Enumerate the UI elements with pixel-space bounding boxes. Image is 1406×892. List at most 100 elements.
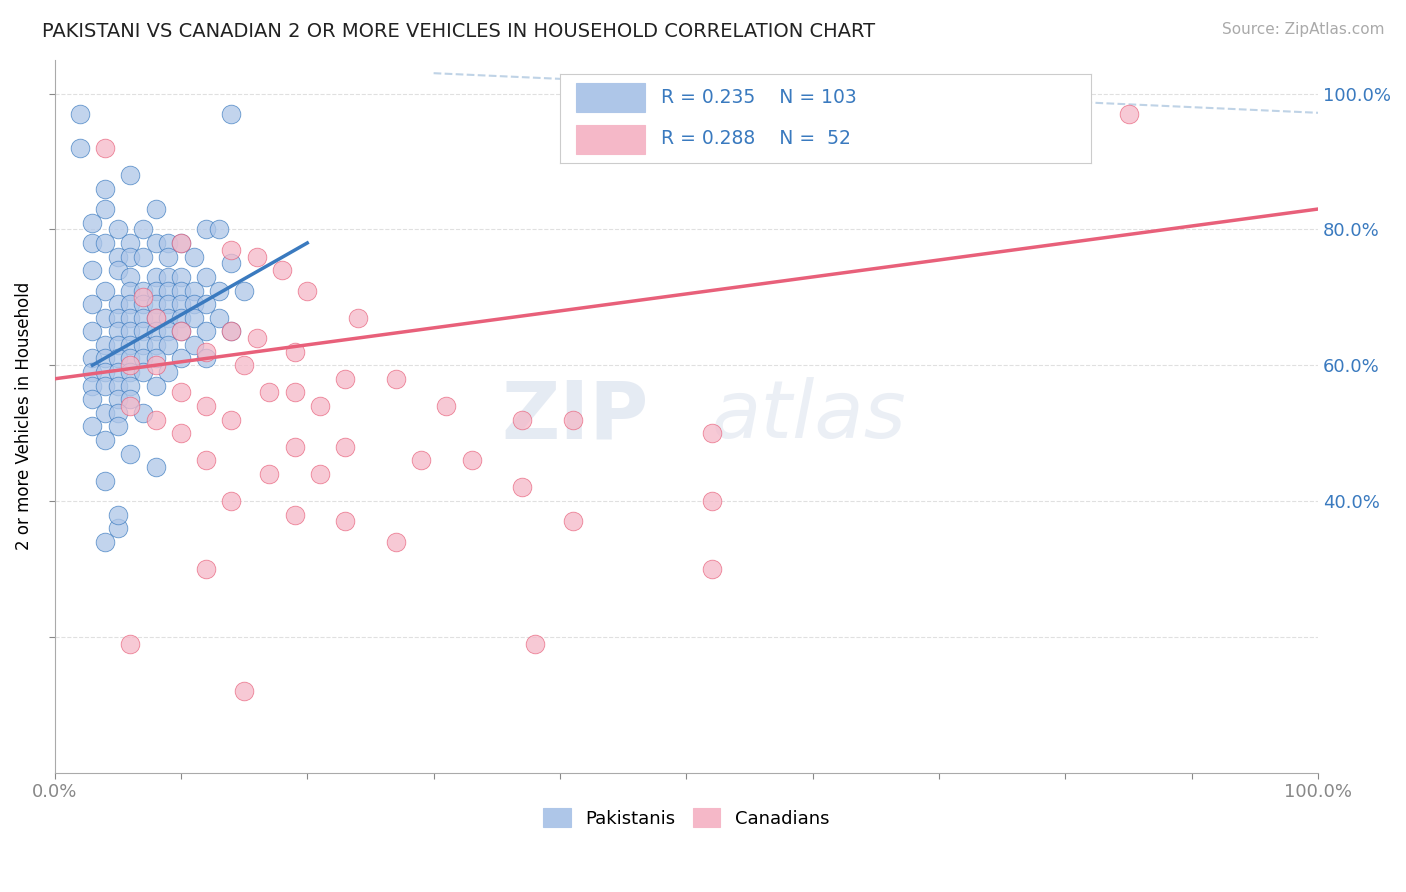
Point: [195, 222, 218, 236]
Point: [170, 269, 193, 284]
Point: [246, 250, 269, 264]
Point: [221, 324, 243, 338]
Legend: Pakistanis, Canadians: Pakistanis, Canadians: [536, 801, 837, 835]
Point: [183, 338, 205, 352]
Point: [132, 250, 155, 264]
Point: [82, 235, 104, 250]
Point: [145, 412, 167, 426]
Point: [94, 474, 117, 488]
Point: [221, 243, 243, 257]
Point: [183, 284, 205, 298]
Point: [94, 310, 117, 325]
Point: [132, 310, 155, 325]
Point: [523, 637, 546, 651]
Point: [107, 351, 129, 366]
Point: [94, 365, 117, 379]
Point: [700, 562, 723, 576]
Point: [284, 385, 307, 400]
Point: [259, 467, 281, 481]
Point: [69, 107, 91, 121]
Point: [94, 202, 117, 216]
Point: [120, 358, 142, 372]
Point: [120, 637, 142, 651]
Point: [82, 263, 104, 277]
Point: [384, 534, 406, 549]
Point: [120, 378, 142, 392]
Point: [132, 324, 155, 338]
Point: [94, 406, 117, 420]
Point: [233, 684, 256, 698]
Point: [170, 297, 193, 311]
Point: [157, 365, 180, 379]
Point: [384, 372, 406, 386]
Point: [208, 222, 231, 236]
Point: [120, 284, 142, 298]
Point: [1118, 107, 1140, 121]
Point: [120, 297, 142, 311]
Point: [208, 310, 231, 325]
Point: [120, 351, 142, 366]
Point: [195, 324, 218, 338]
Point: [145, 284, 167, 298]
Point: [107, 222, 129, 236]
Point: [120, 338, 142, 352]
Point: [170, 426, 193, 441]
Point: [94, 378, 117, 392]
Point: [120, 269, 142, 284]
Point: [221, 494, 243, 508]
Point: [82, 216, 104, 230]
Point: [183, 297, 205, 311]
Point: [561, 412, 583, 426]
Point: [145, 378, 167, 392]
Point: [94, 141, 117, 155]
Point: [259, 385, 281, 400]
Point: [145, 202, 167, 216]
Point: [107, 338, 129, 352]
Point: [157, 269, 180, 284]
Point: [145, 358, 167, 372]
Point: [107, 263, 129, 277]
Point: [271, 263, 294, 277]
Point: [284, 508, 307, 522]
Point: [221, 256, 243, 270]
Point: [94, 433, 117, 447]
Point: [700, 426, 723, 441]
Point: [297, 284, 319, 298]
Text: PAKISTANI VS CANADIAN 2 OR MORE VEHICLES IN HOUSEHOLD CORRELATION CHART: PAKISTANI VS CANADIAN 2 OR MORE VEHICLES…: [42, 22, 876, 41]
Point: [145, 324, 167, 338]
Point: [309, 467, 332, 481]
Point: [120, 324, 142, 338]
Text: ZIP: ZIP: [501, 377, 648, 455]
Point: [145, 297, 167, 311]
Point: [107, 406, 129, 420]
Point: [170, 385, 193, 400]
Point: [170, 235, 193, 250]
Point: [284, 440, 307, 454]
Point: [157, 297, 180, 311]
Point: [107, 250, 129, 264]
Point: [132, 406, 155, 420]
Point: [221, 324, 243, 338]
Text: atlas: atlas: [711, 377, 907, 455]
Point: [132, 290, 155, 304]
Point: [233, 284, 256, 298]
Point: [183, 250, 205, 264]
Point: [132, 338, 155, 352]
Point: [561, 515, 583, 529]
Point: [510, 481, 533, 495]
Point: [409, 453, 432, 467]
Point: [157, 284, 180, 298]
Point: [700, 494, 723, 508]
Point: [170, 324, 193, 338]
Point: [107, 521, 129, 535]
Point: [82, 378, 104, 392]
Point: [233, 358, 256, 372]
Point: [183, 310, 205, 325]
Point: [120, 168, 142, 182]
Point: [246, 331, 269, 345]
Point: [157, 235, 180, 250]
Point: [195, 344, 218, 359]
Point: [195, 562, 218, 576]
Point: [132, 284, 155, 298]
Point: [107, 310, 129, 325]
